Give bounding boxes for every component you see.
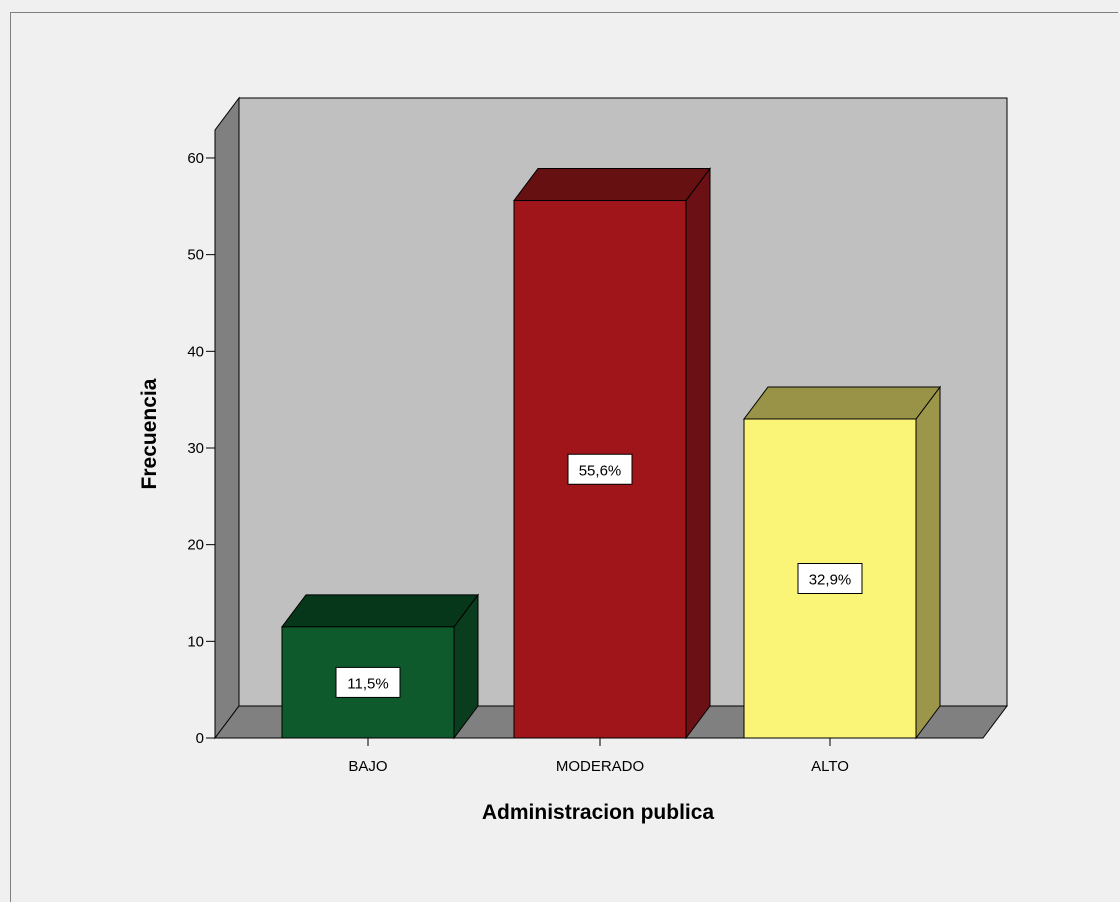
- x-tick-label: ALTO: [811, 758, 849, 775]
- data-label: 55,6%: [579, 462, 622, 479]
- data-label: 11,5%: [347, 675, 388, 692]
- data-label: 32,9%: [809, 571, 852, 588]
- data-label-box: [335, 666, 401, 698]
- y-tick-label: 30: [187, 440, 204, 457]
- bars: 11,5% 55,6% 32,9%: [281, 167, 941, 740]
- x-axis: BAJO MODERADO ALTO: [348, 738, 849, 775]
- y-axis-title: Frecuencia: [138, 378, 161, 489]
- y-tick-label: 0: [196, 730, 204, 747]
- bar-top: [281, 594, 479, 628]
- bar-side: [685, 167, 711, 740]
- side-wall: [214, 96, 240, 740]
- data-label-box: [567, 453, 633, 485]
- bar-top: [743, 386, 941, 420]
- bar-side: [915, 385, 941, 740]
- y-tick-label: 60: [187, 150, 204, 167]
- x-tick-label: MODERADO: [556, 758, 644, 775]
- x-tick-label: BAJO: [348, 758, 387, 775]
- y-tick-label: 40: [187, 343, 204, 360]
- y-tick-label: 10: [187, 633, 204, 650]
- bar-top: [513, 168, 711, 202]
- x-axis-title: Administracion publica: [482, 801, 715, 824]
- y-tick-label: 50: [187, 247, 204, 264]
- bar-bajo: 11,5%: [281, 593, 479, 740]
- y-axis: 0 10 20 30 40 50 60: [187, 130, 216, 747]
- bar-moderado: 55,6%: [513, 167, 711, 740]
- data-label-box: [797, 562, 863, 594]
- bar-alto: 32,9%: [743, 385, 941, 740]
- y-tick-label: 20: [187, 537, 204, 554]
